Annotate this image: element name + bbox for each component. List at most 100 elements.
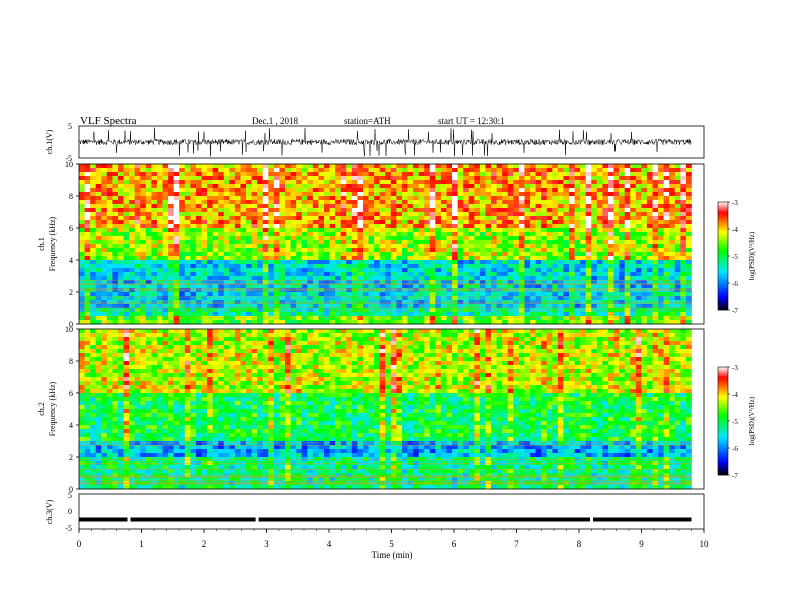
spectrogram-cell	[669, 316, 676, 321]
spectrogram-cell	[340, 272, 347, 277]
spectrogram-cell	[502, 312, 509, 317]
spectrogram-cell	[663, 260, 670, 265]
spectrogram-cell	[674, 320, 681, 325]
spectrogram-cell	[190, 268, 197, 273]
spectrogram-cell	[580, 244, 587, 249]
spectrogram-cell	[190, 256, 197, 261]
spectrogram-cell	[518, 256, 525, 261]
spectrogram-cell	[535, 288, 542, 293]
spectrogram-cell	[479, 248, 486, 253]
spectrogram-cell	[669, 180, 676, 185]
spectrogram-cell	[268, 304, 275, 309]
spectrogram-cell	[246, 272, 252, 277]
spectrogram-cell	[641, 232, 648, 237]
spectrogram-cell	[340, 172, 347, 177]
spectrogram-cell	[468, 272, 475, 277]
spectrogram-cell	[669, 264, 676, 269]
spectrogram-cell	[240, 212, 247, 217]
spectrogram-cell	[418, 164, 425, 169]
spectrogram-cell	[491, 236, 497, 241]
spectrogram-cell	[134, 369, 141, 374]
spectrogram-cell	[117, 413, 124, 418]
spectrogram-cell	[90, 353, 97, 358]
spectrogram-cell	[312, 296, 319, 301]
spectrogram-cell	[84, 276, 91, 281]
spectrogram-cell	[190, 184, 197, 189]
spectrogram-cell	[101, 256, 108, 261]
spectrogram-cell	[607, 304, 614, 309]
spectrogram-cell	[390, 296, 397, 301]
colorbar-segment	[718, 257, 728, 260]
spectrogram-cell	[418, 212, 425, 217]
spectrogram-cell	[156, 228, 163, 233]
spectrogram-cell	[479, 224, 486, 229]
spectrogram-cell	[140, 188, 147, 193]
spectrogram-cell	[201, 192, 208, 197]
spectrogram-cell	[318, 248, 325, 253]
spectrogram-cell	[535, 172, 542, 177]
spectrogram-cell	[162, 200, 169, 205]
spectrogram-cell	[468, 176, 475, 181]
spectrogram-cell	[140, 381, 147, 386]
spectrogram-cell	[546, 224, 553, 229]
spectrogram-cell	[413, 172, 419, 177]
spectrogram-cell	[491, 276, 497, 281]
spectrogram-cell	[234, 196, 241, 201]
spectrogram-cell	[518, 200, 525, 205]
spectrogram-cell	[440, 272, 447, 277]
spectrogram-cell	[563, 296, 570, 301]
spectrogram-cell	[329, 256, 336, 261]
spectrogram-cell	[84, 272, 91, 277]
spectrogram-cell	[663, 212, 670, 217]
spectrogram-cell	[168, 184, 174, 189]
spectrogram-cell	[502, 180, 509, 185]
spectrogram-cell	[95, 208, 102, 213]
spectrogram-cell	[95, 377, 102, 382]
spectrogram-cell	[273, 276, 280, 281]
spectrogram-cell	[112, 469, 119, 474]
spectrogram-cell	[530, 244, 536, 249]
colorbar-segment	[718, 268, 728, 271]
spectrogram-cell	[229, 208, 236, 213]
spectrogram-cell	[145, 188, 152, 193]
spectrogram-cell	[401, 184, 408, 189]
spectrogram-cell	[663, 304, 670, 309]
spectrogram-cell	[117, 389, 124, 394]
spectrogram-cell	[195, 192, 202, 197]
spectrogram-cell	[607, 316, 614, 321]
spectrogram-cell	[212, 208, 219, 213]
spectrogram-cell	[546, 304, 553, 309]
spectrogram-cell	[674, 204, 681, 209]
spectrogram-cell	[440, 224, 447, 229]
spectrogram-cell	[357, 212, 364, 217]
spectrogram-cell	[607, 244, 614, 249]
spectrogram-cell	[646, 188, 653, 193]
spectrogram-cell	[117, 232, 124, 237]
spectrogram-cell	[401, 288, 408, 293]
spectrogram-cell	[190, 212, 197, 217]
spectrogram-cell	[574, 236, 581, 241]
spectrogram-cell	[491, 164, 497, 169]
spectrogram-cell	[346, 248, 353, 253]
spectrogram-cell	[212, 256, 219, 261]
spectrogram-cell	[140, 465, 147, 470]
spectrogram-cell	[95, 385, 102, 390]
spectrogram-cell	[429, 256, 436, 261]
spectrogram-cell	[368, 276, 375, 281]
spectrogram-cell	[129, 184, 135, 189]
spectrogram-cell	[591, 260, 598, 265]
spectrogram-cell	[524, 256, 531, 261]
spectrogram-cell	[134, 453, 141, 458]
spectrogram-cell	[268, 268, 275, 273]
spectrogram-cell	[90, 240, 97, 245]
spectrogram-cell	[613, 260, 620, 265]
spectrogram-cell	[518, 260, 525, 265]
spectrogram-cell	[491, 188, 497, 193]
spectrogram-cell	[218, 200, 225, 205]
spectrogram-cell	[390, 188, 397, 193]
spectrogram-cell	[140, 445, 147, 450]
spectrogram-cell	[535, 228, 542, 233]
spectrogram-cell	[335, 180, 342, 185]
spectrogram-cell	[530, 204, 536, 209]
spectrogram-cell	[262, 284, 269, 289]
